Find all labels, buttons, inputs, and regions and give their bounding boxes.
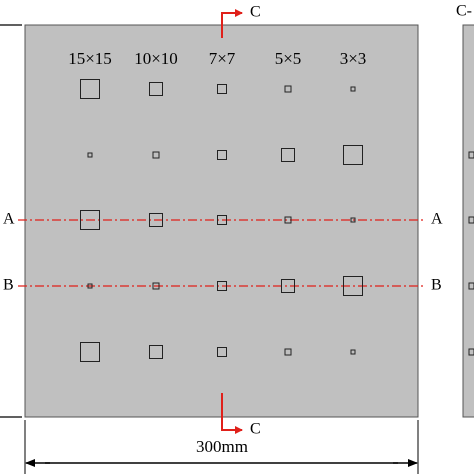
hole bbox=[350, 86, 356, 92]
plate bbox=[24, 24, 419, 418]
hole bbox=[350, 349, 356, 355]
hole bbox=[217, 215, 227, 225]
hole bbox=[149, 82, 163, 96]
column-label: 10×10 bbox=[134, 49, 178, 68]
hole bbox=[152, 151, 160, 159]
hole bbox=[152, 282, 160, 290]
hole bbox=[80, 342, 100, 362]
hole bbox=[217, 84, 227, 94]
hole bbox=[87, 152, 93, 158]
column-label: 5×5 bbox=[275, 49, 302, 68]
side-hole bbox=[468, 216, 474, 224]
hole bbox=[284, 348, 292, 356]
side-view-label: C- bbox=[456, 3, 472, 20]
hole bbox=[217, 150, 227, 160]
hole bbox=[87, 283, 93, 289]
hole bbox=[343, 276, 363, 296]
hole bbox=[281, 279, 295, 293]
hole bbox=[284, 85, 292, 93]
dimension-label: 300mm bbox=[196, 437, 248, 456]
column-label: 3×3 bbox=[340, 49, 367, 68]
hole bbox=[350, 217, 356, 223]
column-label: 7×7 bbox=[209, 49, 236, 68]
hole bbox=[284, 216, 292, 224]
side-hole bbox=[468, 151, 474, 159]
side-hole bbox=[468, 348, 474, 356]
hole bbox=[80, 210, 100, 230]
hole bbox=[217, 347, 227, 357]
section-label: A bbox=[431, 211, 443, 228]
section-label: C bbox=[250, 4, 261, 21]
section-label: B bbox=[431, 277, 442, 294]
section-label: C bbox=[250, 421, 261, 438]
hole bbox=[281, 148, 295, 162]
section-label: B bbox=[3, 277, 14, 294]
hole bbox=[149, 213, 163, 227]
column-label: 15×15 bbox=[68, 49, 112, 68]
section-label: A bbox=[3, 211, 15, 228]
hole bbox=[343, 145, 363, 165]
side-hole bbox=[468, 282, 474, 290]
hole bbox=[217, 281, 227, 291]
hole bbox=[80, 79, 100, 99]
hole bbox=[149, 345, 163, 359]
